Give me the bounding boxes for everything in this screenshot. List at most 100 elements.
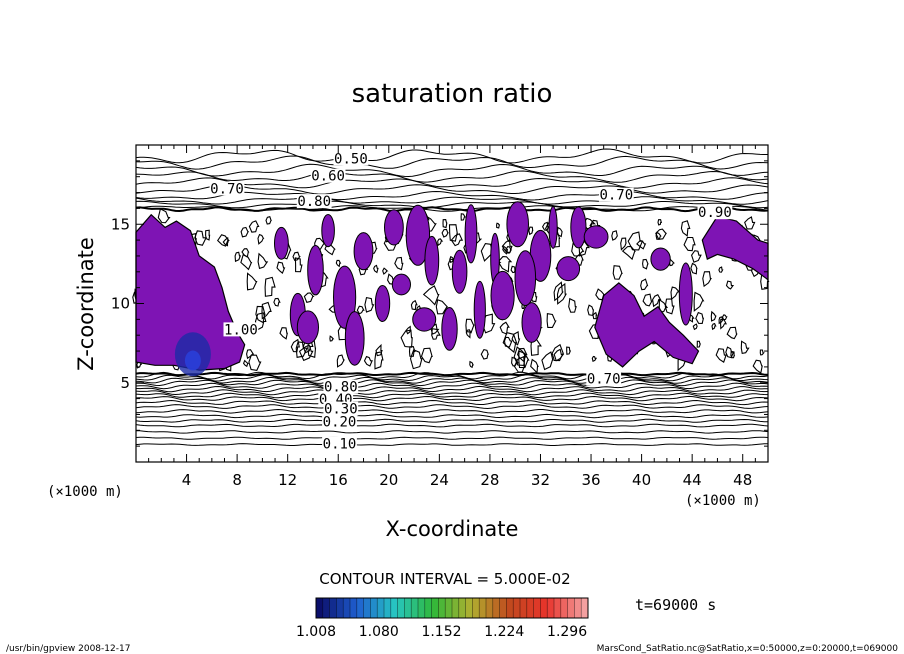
contour-squiggle	[683, 236, 696, 252]
contour-squiggle	[441, 228, 449, 238]
contour-squiggle	[499, 321, 510, 335]
contour-squiggle	[744, 216, 756, 230]
contour-squiggle	[257, 252, 269, 270]
contour-squiggle	[496, 222, 501, 229]
contour-squiggle	[503, 336, 513, 348]
contour-squiggle	[501, 238, 513, 254]
contour-squiggle	[405, 325, 412, 335]
saturation-core-inner	[184, 350, 201, 371]
contour-squiggle	[591, 355, 598, 362]
colorbar-cell	[329, 598, 337, 618]
contour-line	[135, 385, 769, 393]
shaded-blob	[548, 206, 558, 249]
contour-squiggle	[254, 312, 267, 331]
contour-line	[135, 399, 769, 406]
contour-squiggle	[612, 265, 623, 280]
contour-squiggle	[294, 257, 303, 273]
contour-squiggle	[240, 226, 249, 238]
contour-squiggle	[655, 231, 662, 240]
contour-squiggle	[194, 230, 207, 246]
contour-line	[135, 392, 769, 399]
contour-squiggle	[510, 265, 516, 274]
contour-squiggle	[374, 351, 384, 370]
colorbar-cell	[520, 598, 528, 618]
contour-squiggle	[621, 245, 637, 261]
colorbar-cell	[445, 598, 453, 618]
contour-squiggle	[595, 288, 606, 301]
colorbar-cell	[554, 598, 562, 618]
contour-squiggle	[409, 349, 423, 370]
colorbar-cell	[350, 598, 358, 618]
contour-label-bg	[586, 371, 622, 386]
shaded-blob	[353, 232, 374, 271]
contour-squiggle	[711, 322, 717, 331]
contour-squiggle	[726, 326, 738, 340]
contour-squiggle	[592, 311, 598, 320]
contour-line	[135, 148, 768, 164]
colorbar-cell	[322, 598, 330, 618]
contour-label: 0.10	[323, 437, 357, 453]
colorbar-cell	[384, 598, 392, 618]
colorbar-cell	[567, 598, 575, 618]
x-tick-label: 20	[379, 471, 398, 489]
shaded-blob	[678, 262, 693, 326]
colorbar-cell	[533, 598, 541, 618]
colorbar-label: 1.008	[296, 624, 336, 640]
colorbar-frame	[315, 597, 589, 619]
contour-squiggle	[740, 340, 750, 355]
contour-squiggle	[611, 230, 618, 241]
contour-line	[135, 379, 769, 387]
contour-squiggle	[261, 301, 272, 320]
contour-label: 0.30	[324, 402, 358, 418]
y-tick-label: 5	[120, 374, 130, 392]
colorbar-label: 1.080	[359, 624, 399, 640]
shaded-region-right	[594, 282, 700, 368]
colorbar-cell	[363, 598, 371, 618]
contour-label-bg	[322, 414, 357, 429]
shaded-blob	[464, 204, 478, 264]
x-tick-label: 8	[232, 471, 242, 489]
x-tick-label: 4	[182, 471, 192, 489]
contour-squiggle	[720, 318, 727, 330]
plot-area: 0.500.600.700.80 0.700.901.000.80 0.700.40…	[132, 144, 770, 463]
footer-left: /usr/bin/gpview 2008-12-17	[6, 644, 130, 654]
contour-squiggle	[690, 262, 698, 275]
contour-label-bg	[333, 151, 369, 166]
shaded-blob	[321, 214, 335, 248]
contour-squiggle	[627, 231, 644, 251]
y-tick-label: 10	[111, 295, 130, 313]
contour-squiggle	[513, 346, 527, 366]
shaded-blob	[490, 270, 515, 321]
contour-squiggle	[721, 314, 728, 321]
contour-squiggle	[664, 298, 675, 315]
contour-squiggle	[718, 266, 724, 273]
contour-squiggle	[303, 292, 315, 303]
contour-label-bg	[322, 436, 357, 451]
contour-label: 0.70	[599, 188, 633, 204]
shaded-blob	[296, 310, 319, 345]
contour-squiggle	[640, 278, 649, 291]
shaded-blob	[506, 201, 530, 248]
contour-line	[135, 206, 769, 213]
contour-squiggle	[216, 234, 230, 247]
contour-squiggle	[587, 304, 595, 317]
contour-squiggle	[725, 280, 735, 290]
contour-interval: CONTOUR INTERVAL = 5.000E-02	[319, 570, 570, 588]
shaded-blob	[391, 273, 411, 296]
contour-squiggle	[465, 329, 472, 339]
contour-squiggle	[568, 297, 577, 313]
contour-squiggle	[695, 311, 705, 324]
supersaturation-regions	[135, 201, 769, 377]
contour-squiggle	[541, 221, 550, 232]
contour-squiggle	[364, 296, 375, 313]
contour-squiggle	[240, 253, 253, 271]
x-axis-unit: (×1000 m)	[685, 493, 761, 509]
colorbar-cell	[465, 598, 473, 618]
contour-squiggle	[692, 323, 698, 331]
contour-label: 0.60	[311, 169, 345, 185]
contour-squiggle	[752, 359, 763, 374]
contour-line	[135, 430, 769, 434]
contour-line	[135, 404, 769, 410]
contour-squiggle	[702, 271, 712, 288]
y-axis-unit: (×1000 m)	[47, 484, 123, 500]
